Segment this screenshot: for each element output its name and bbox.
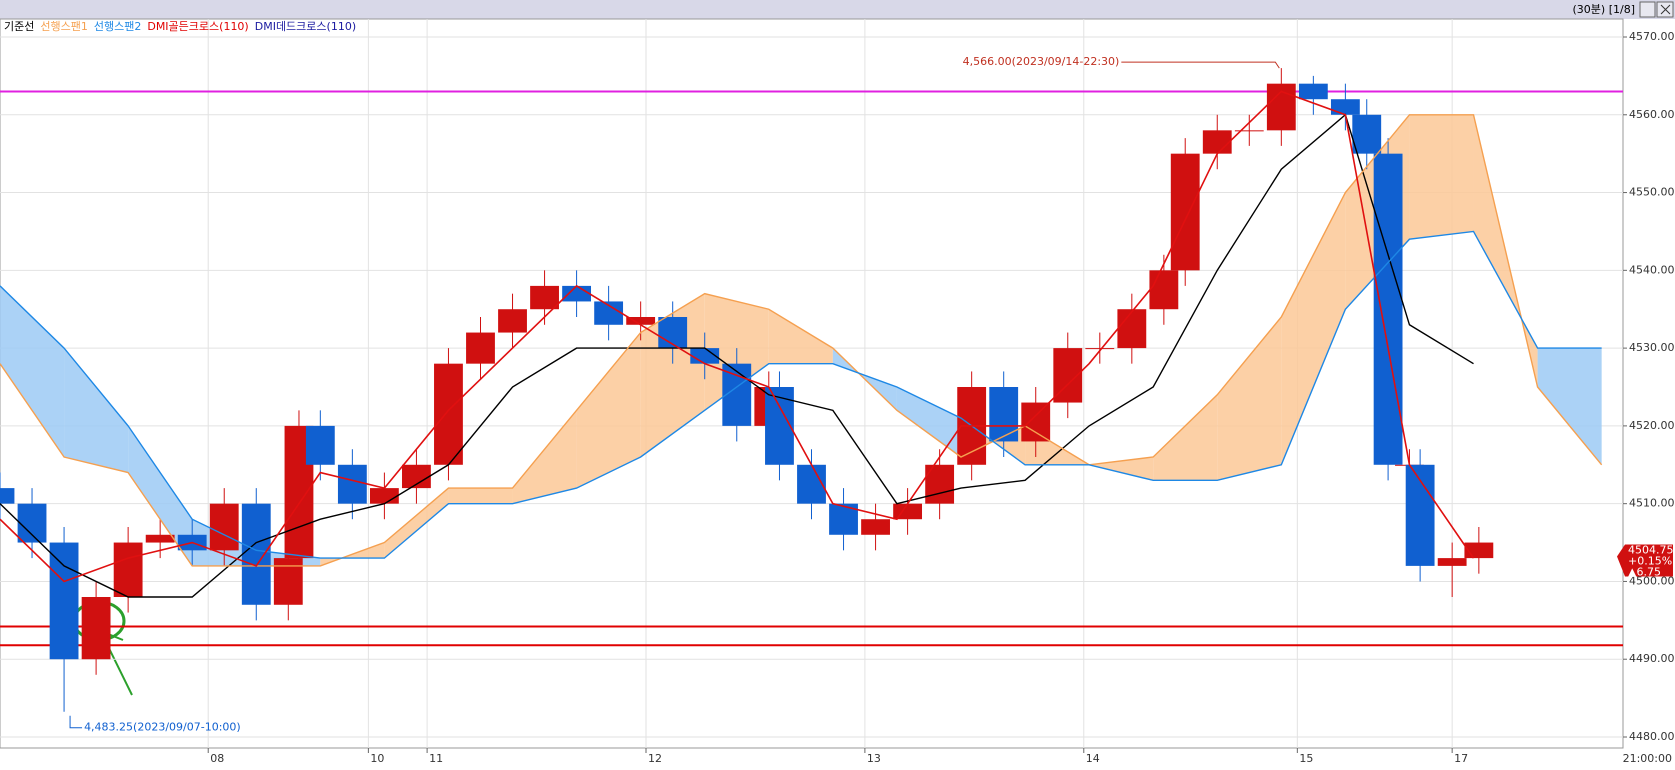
candle-body — [337, 464, 367, 504]
y-tick-label: 4540.00 — [1629, 263, 1675, 276]
change-pct: +0.15% — [1628, 555, 1672, 568]
time-label: 21:00:00 — [1623, 752, 1672, 765]
cloud — [1473, 114, 1538, 388]
legend-entry: 선행스팬2 — [94, 20, 141, 33]
x-tick-label: 17 — [1454, 752, 1468, 765]
candle-body — [893, 503, 923, 520]
candle-body — [1170, 153, 1200, 271]
change: ▲6.75 — [1628, 566, 1661, 579]
candle-body — [1117, 309, 1147, 349]
cloud — [768, 309, 833, 364]
candle-body — [797, 464, 826, 504]
candle-body — [0, 488, 15, 504]
candle-body — [402, 464, 431, 489]
candle-body — [305, 425, 335, 465]
candle-body — [1021, 402, 1051, 442]
indicator-line — [0, 114, 1603, 567]
candle-body — [1298, 83, 1328, 100]
x-tick-label: 15 — [1299, 752, 1313, 765]
candle-body — [1437, 558, 1467, 566]
candle-body — [1373, 153, 1403, 465]
candle-body — [145, 534, 175, 543]
candle-body — [626, 317, 656, 325]
cloud — [128, 425, 193, 566]
indicator-line — [0, 113, 1474, 598]
cloud — [0, 285, 65, 457]
y-tick-label: 4520.00 — [1629, 419, 1675, 432]
cloud — [1409, 114, 1474, 240]
candle-body — [1352, 114, 1382, 154]
candle-body — [562, 285, 592, 302]
x-tick-label: 13 — [867, 752, 881, 765]
high-pointer — [1121, 61, 1280, 69]
y-tick-label: 4560.00 — [1629, 108, 1675, 121]
y-tick-label: 4550.00 — [1629, 186, 1675, 199]
candle-body — [17, 503, 47, 543]
x-tick-label: 14 — [1086, 752, 1100, 765]
candle-body — [1234, 130, 1264, 132]
candle-body — [113, 542, 143, 597]
candle-body — [241, 503, 271, 605]
candle-body — [989, 387, 1019, 442]
x-tick-label: 10 — [370, 752, 384, 765]
y-tick-label: 4490.00 — [1629, 652, 1675, 665]
x-tick-label: 11 — [429, 752, 443, 765]
cloud — [512, 410, 577, 504]
y-tick-label: 4480.00 — [1629, 730, 1675, 743]
low-pointer — [69, 715, 83, 729]
x-tick-label: 12 — [648, 752, 662, 765]
legend-entry: DMI데드크로스(110) — [255, 20, 356, 33]
y-tick-label: 4500.00 — [1629, 574, 1675, 587]
legend-entry: 기준선 — [4, 20, 34, 33]
cloud — [1281, 192, 1346, 465]
candle-body — [273, 558, 303, 605]
candle-body — [1330, 99, 1360, 115]
title-bar — [0, 0, 1675, 19]
candle-body — [861, 519, 890, 535]
cloud — [1537, 348, 1602, 465]
candle-body — [658, 317, 688, 349]
candle-body — [466, 332, 495, 364]
high-label: 4,566.00(2023/09/14-22:30) — [963, 55, 1120, 68]
restore-button[interactable] — [1639, 1, 1656, 18]
close-icon — [1660, 4, 1671, 15]
candle-body — [498, 309, 527, 333]
cloud — [1217, 317, 1282, 481]
plot-frame — [0, 18, 1624, 749]
candle-body — [209, 503, 239, 551]
x-tick-label: 08 — [210, 752, 224, 765]
y-tick-label: 4510.00 — [1629, 497, 1675, 510]
candle-body — [369, 488, 399, 504]
cloud — [576, 332, 641, 489]
candle-body — [1202, 130, 1232, 154]
cloud — [384, 488, 449, 559]
y-tick-label: 4530.00 — [1629, 341, 1675, 354]
legend-entry: 선행스팬1 — [40, 20, 87, 33]
candle-body — [434, 363, 463, 465]
cloud — [448, 488, 513, 504]
candle-body — [49, 542, 79, 660]
indicator-line — [0, 90, 1475, 583]
last-price: 4504.75 — [1628, 544, 1674, 557]
y-tick-label: 4570.00 — [1629, 30, 1675, 43]
status: (30분) [1/8] — [1573, 3, 1635, 16]
candle-body — [594, 301, 624, 325]
cloud — [64, 348, 129, 473]
low-label: 4,483.25(2023/09/07-10:00) — [84, 721, 241, 734]
cloud — [1153, 394, 1218, 481]
cloud — [896, 387, 961, 457]
candle-body — [1085, 348, 1115, 350]
candle-body — [81, 597, 111, 660]
last-price-box — [1617, 544, 1673, 577]
candle-body — [1149, 270, 1179, 310]
candle-body — [530, 285, 559, 310]
legend-entry: DMI골든크로스(110) — [147, 20, 248, 33]
